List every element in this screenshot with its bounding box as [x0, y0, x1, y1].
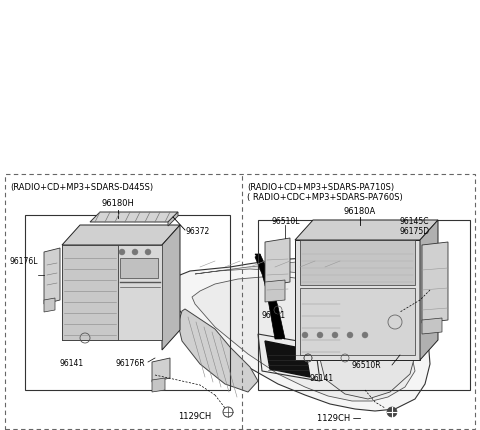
Text: 96176R: 96176R — [115, 358, 144, 367]
Polygon shape — [62, 246, 118, 340]
Polygon shape — [195, 261, 380, 284]
Polygon shape — [118, 246, 162, 340]
Text: 96510L: 96510L — [272, 216, 300, 225]
Text: (RADIO+CD+MP3+SDARS-PA710S): (RADIO+CD+MP3+SDARS-PA710S) — [247, 183, 394, 191]
Polygon shape — [152, 378, 165, 392]
Circle shape — [387, 407, 397, 417]
Text: 96180H: 96180H — [102, 199, 134, 208]
Text: 96180A: 96180A — [344, 206, 376, 215]
Polygon shape — [152, 358, 170, 382]
Circle shape — [145, 249, 151, 255]
Text: 96141: 96141 — [60, 358, 84, 367]
Polygon shape — [192, 277, 415, 401]
Polygon shape — [295, 221, 438, 240]
Bar — [25, 215, 230, 390]
Circle shape — [317, 332, 323, 338]
Polygon shape — [62, 225, 180, 246]
Text: 96510R: 96510R — [352, 361, 382, 370]
Polygon shape — [320, 274, 418, 399]
Polygon shape — [162, 258, 430, 411]
Circle shape — [332, 332, 338, 338]
Text: 96141: 96141 — [310, 374, 334, 383]
Bar — [5, 175, 475, 429]
Polygon shape — [178, 309, 258, 392]
Polygon shape — [355, 261, 395, 294]
Polygon shape — [295, 240, 420, 360]
Bar — [258, 221, 470, 390]
Text: 96175D: 96175D — [400, 226, 430, 235]
Polygon shape — [255, 255, 282, 339]
Circle shape — [302, 332, 308, 338]
Polygon shape — [90, 212, 178, 222]
Polygon shape — [422, 243, 448, 323]
Text: 96372: 96372 — [186, 226, 210, 235]
Polygon shape — [62, 246, 162, 340]
Polygon shape — [255, 255, 285, 339]
Text: (RADIO+CD+MP3+SDARS-D445S): (RADIO+CD+MP3+SDARS-D445S) — [10, 183, 153, 191]
Polygon shape — [300, 289, 415, 355]
Polygon shape — [265, 280, 285, 302]
Polygon shape — [300, 240, 415, 286]
Polygon shape — [265, 341, 310, 377]
Polygon shape — [345, 297, 390, 347]
Circle shape — [132, 249, 138, 255]
Polygon shape — [422, 318, 442, 334]
Polygon shape — [168, 212, 178, 227]
Text: 1129CH: 1129CH — [179, 411, 212, 420]
Circle shape — [347, 332, 353, 338]
Text: 1129CH —: 1129CH — — [317, 413, 361, 422]
Polygon shape — [420, 221, 438, 360]
Polygon shape — [44, 298, 55, 312]
Bar — [120, 258, 158, 278]
Polygon shape — [44, 249, 60, 304]
Text: 96176L: 96176L — [10, 256, 38, 265]
Polygon shape — [265, 239, 290, 286]
Circle shape — [119, 249, 125, 255]
Polygon shape — [162, 225, 180, 350]
Text: 96145C: 96145C — [400, 216, 430, 225]
Circle shape — [362, 332, 368, 338]
Text: ( RADIO+CDC+MP3+SDARS-PA760S): ( RADIO+CDC+MP3+SDARS-PA760S) — [247, 193, 403, 202]
Text: 96141: 96141 — [262, 311, 286, 320]
